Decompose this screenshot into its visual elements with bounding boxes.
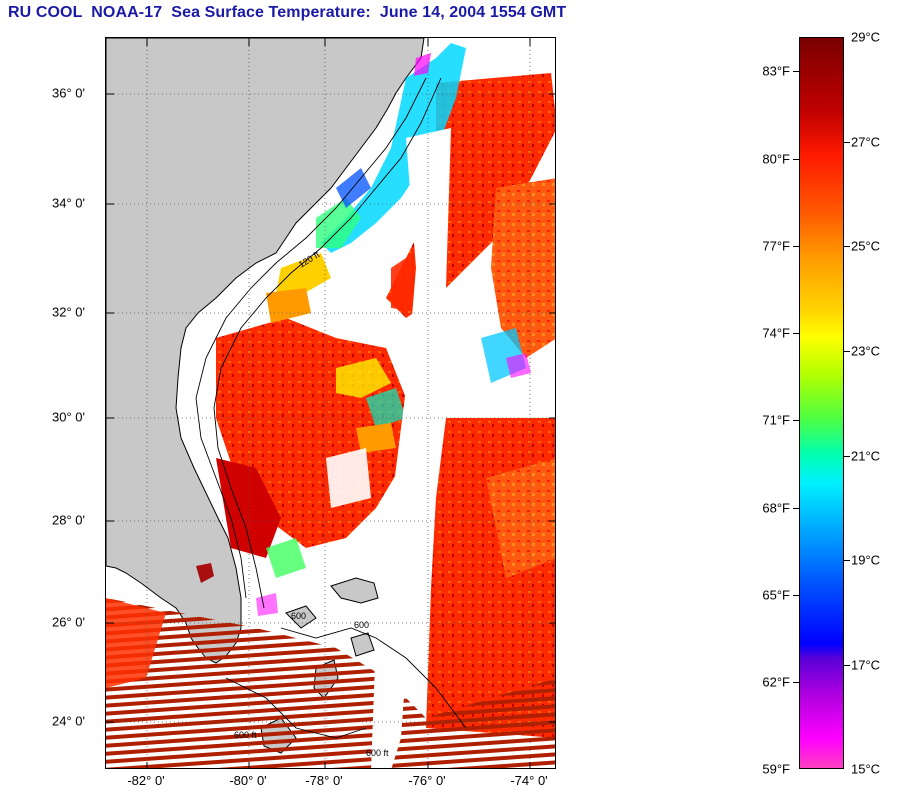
lat-label: 24° 0' <box>52 713 85 729</box>
colorbar-tick <box>844 456 850 457</box>
contour-label: 600 ft <box>234 730 257 740</box>
lon-label: -80° 0' <box>229 773 267 788</box>
sst-patches <box>106 43 555 768</box>
fahrenheit-label: 71°F <box>762 412 790 428</box>
lat-label: 26° 0' <box>52 614 85 630</box>
colorbar-tick <box>844 246 850 247</box>
fahrenheit-label: 83°F <box>762 63 790 79</box>
lat-label: 32° 0' <box>52 304 85 320</box>
colorbar-tick <box>793 333 799 334</box>
colorbar-tick <box>844 142 850 143</box>
bathymetry-contours <box>195 77 467 739</box>
lat-label: 36° 0' <box>52 85 85 101</box>
contour-label: 600 <box>354 620 369 630</box>
lat-label: 34° 0' <box>52 195 85 211</box>
colorbar-tick <box>793 682 799 683</box>
colorbar-tick <box>844 665 850 666</box>
celsius-label: 27°C <box>851 134 881 150</box>
colorbar-tick <box>844 351 850 352</box>
celsius-label: 25°C <box>851 238 881 254</box>
celsius-label: 21°C <box>851 448 881 464</box>
colorbar-tick <box>793 420 799 421</box>
fahrenheit-label: 68°F <box>762 500 790 516</box>
colorbar-tick <box>793 595 799 596</box>
contour-label: 600 ft <box>366 748 389 758</box>
fahrenheit-label: 74°F <box>762 325 790 341</box>
sst-map[interactable]: 600 600 120 ft 600 ft 600 ft <box>105 37 556 769</box>
lon-label: -76° 0' <box>408 773 446 788</box>
lake-okeechobee <box>196 563 214 583</box>
celsius-label: 19°C <box>851 552 881 568</box>
contour-label: 600 <box>291 611 306 621</box>
lat-label: 30° 0' <box>52 409 85 425</box>
fahrenheit-label: 80°F <box>762 151 790 167</box>
colorbar-tick <box>793 246 799 247</box>
fahrenheit-label: 62°F <box>762 674 790 690</box>
fahrenheit-label: 59°F <box>762 761 790 777</box>
map-title: RU COOL NOAA-17 Sea Surface Temperature:… <box>8 4 567 21</box>
sst-map-canvas: 600 600 120 ft 600 ft 600 ft <box>106 38 555 768</box>
celsius-label: 23°C <box>851 343 881 359</box>
fahrenheit-label: 77°F <box>762 238 790 254</box>
lon-label: -78° 0' <box>305 773 343 788</box>
celsius-label: 15°C <box>851 761 881 777</box>
lat-label: 28° 0' <box>52 512 85 528</box>
fahrenheit-label: 65°F <box>762 587 790 603</box>
colorbar-tick <box>793 71 799 72</box>
lon-label: -74° 0' <box>510 773 548 788</box>
celsius-label: 17°C <box>851 657 881 673</box>
frame-ticks <box>106 38 555 768</box>
colorbar-tick <box>844 560 850 561</box>
lon-label: -82° 0' <box>127 773 165 788</box>
temperature-colorbar <box>799 37 844 769</box>
colorbar-tick <box>793 159 799 160</box>
colorbar-tick <box>793 508 799 509</box>
celsius-label: 29°C <box>851 29 881 45</box>
